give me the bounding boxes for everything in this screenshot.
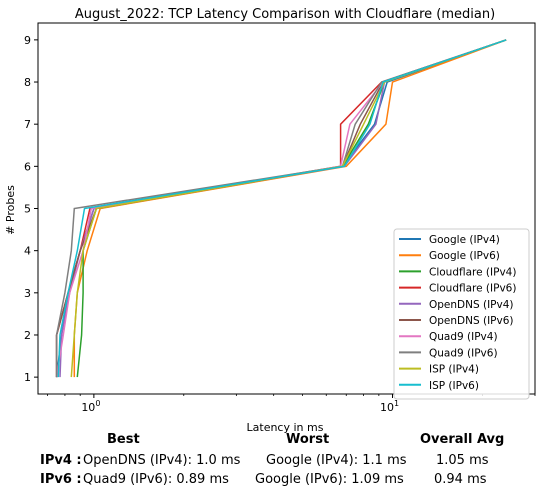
- legend-label: Cloudflare (IPv6): [429, 283, 516, 295]
- y-tick-label: 7: [24, 118, 31, 131]
- legend: Google (IPv4) Google (IPv6) Cloudflare (IP…: [393, 228, 530, 400]
- legend-label: Cloudflare (IPv4): [429, 266, 516, 278]
- legend-label: ISP (IPv4): [429, 364, 479, 376]
- summary-row-label: IPv6 :: [40, 472, 82, 487]
- series-line: [57, 39, 507, 378]
- latency-chart: August_2022: TCP Latency Comparison with…: [4, 7, 536, 434]
- summary-avg-value: 1.05 ms: [436, 453, 489, 468]
- summary-row-label: IPv4 :: [40, 453, 82, 468]
- legend-label: ISP (IPv6): [429, 380, 479, 392]
- x-axis-label: Latency in ms: [247, 421, 324, 434]
- summary-header-worst: Worst: [286, 432, 330, 447]
- y-tick-label: 6: [24, 160, 31, 173]
- summary-header-avg: Overall Avg: [420, 432, 505, 447]
- series-line: [70, 39, 507, 378]
- x-tick-label: 101: [380, 399, 399, 414]
- x-tick-label: 100: [81, 399, 100, 414]
- legend-label: Google (IPv6): [429, 250, 500, 262]
- y-axis: 1 2 3 4 5 6 7 8 9: [24, 34, 38, 384]
- summary-worst-value: Google (IPv4): 1.1 ms: [266, 453, 407, 468]
- summary-header-best: Best: [107, 432, 140, 447]
- summary-worst-value: Google (IPv6): 1.09 ms: [255, 472, 404, 487]
- legend-label: Google (IPv4): [429, 234, 500, 246]
- y-tick-label: 8: [24, 76, 31, 89]
- y-tick-label: 2: [24, 329, 31, 342]
- series-line: [55, 39, 507, 378]
- y-tick-label: 1: [24, 371, 31, 384]
- y-axis-label: # Probes: [4, 185, 17, 235]
- y-tick-label: 3: [24, 287, 31, 300]
- legend-label: OpenDNS (IPv4): [429, 299, 514, 311]
- legend-label: OpenDNS (IPv6): [429, 315, 514, 327]
- chart-title: August_2022: TCP Latency Comparison with…: [75, 7, 495, 22]
- y-tick-label: 5: [24, 203, 31, 216]
- y-tick-label: 4: [24, 245, 31, 258]
- legend-box: [393, 228, 530, 400]
- series-lines: [55, 39, 507, 378]
- legend-label: Quad9 (IPv6): [429, 347, 498, 359]
- summary-best-value: OpenDNS (IPv4): 1.0 ms: [83, 453, 241, 468]
- summary-avg-value: 0.94 ms: [434, 472, 487, 487]
- legend-label: Quad9 (IPv4): [429, 331, 498, 343]
- summary-best-value: Quad9 (IPv6): 0.89 ms: [83, 472, 229, 487]
- y-tick-label: 9: [24, 34, 31, 47]
